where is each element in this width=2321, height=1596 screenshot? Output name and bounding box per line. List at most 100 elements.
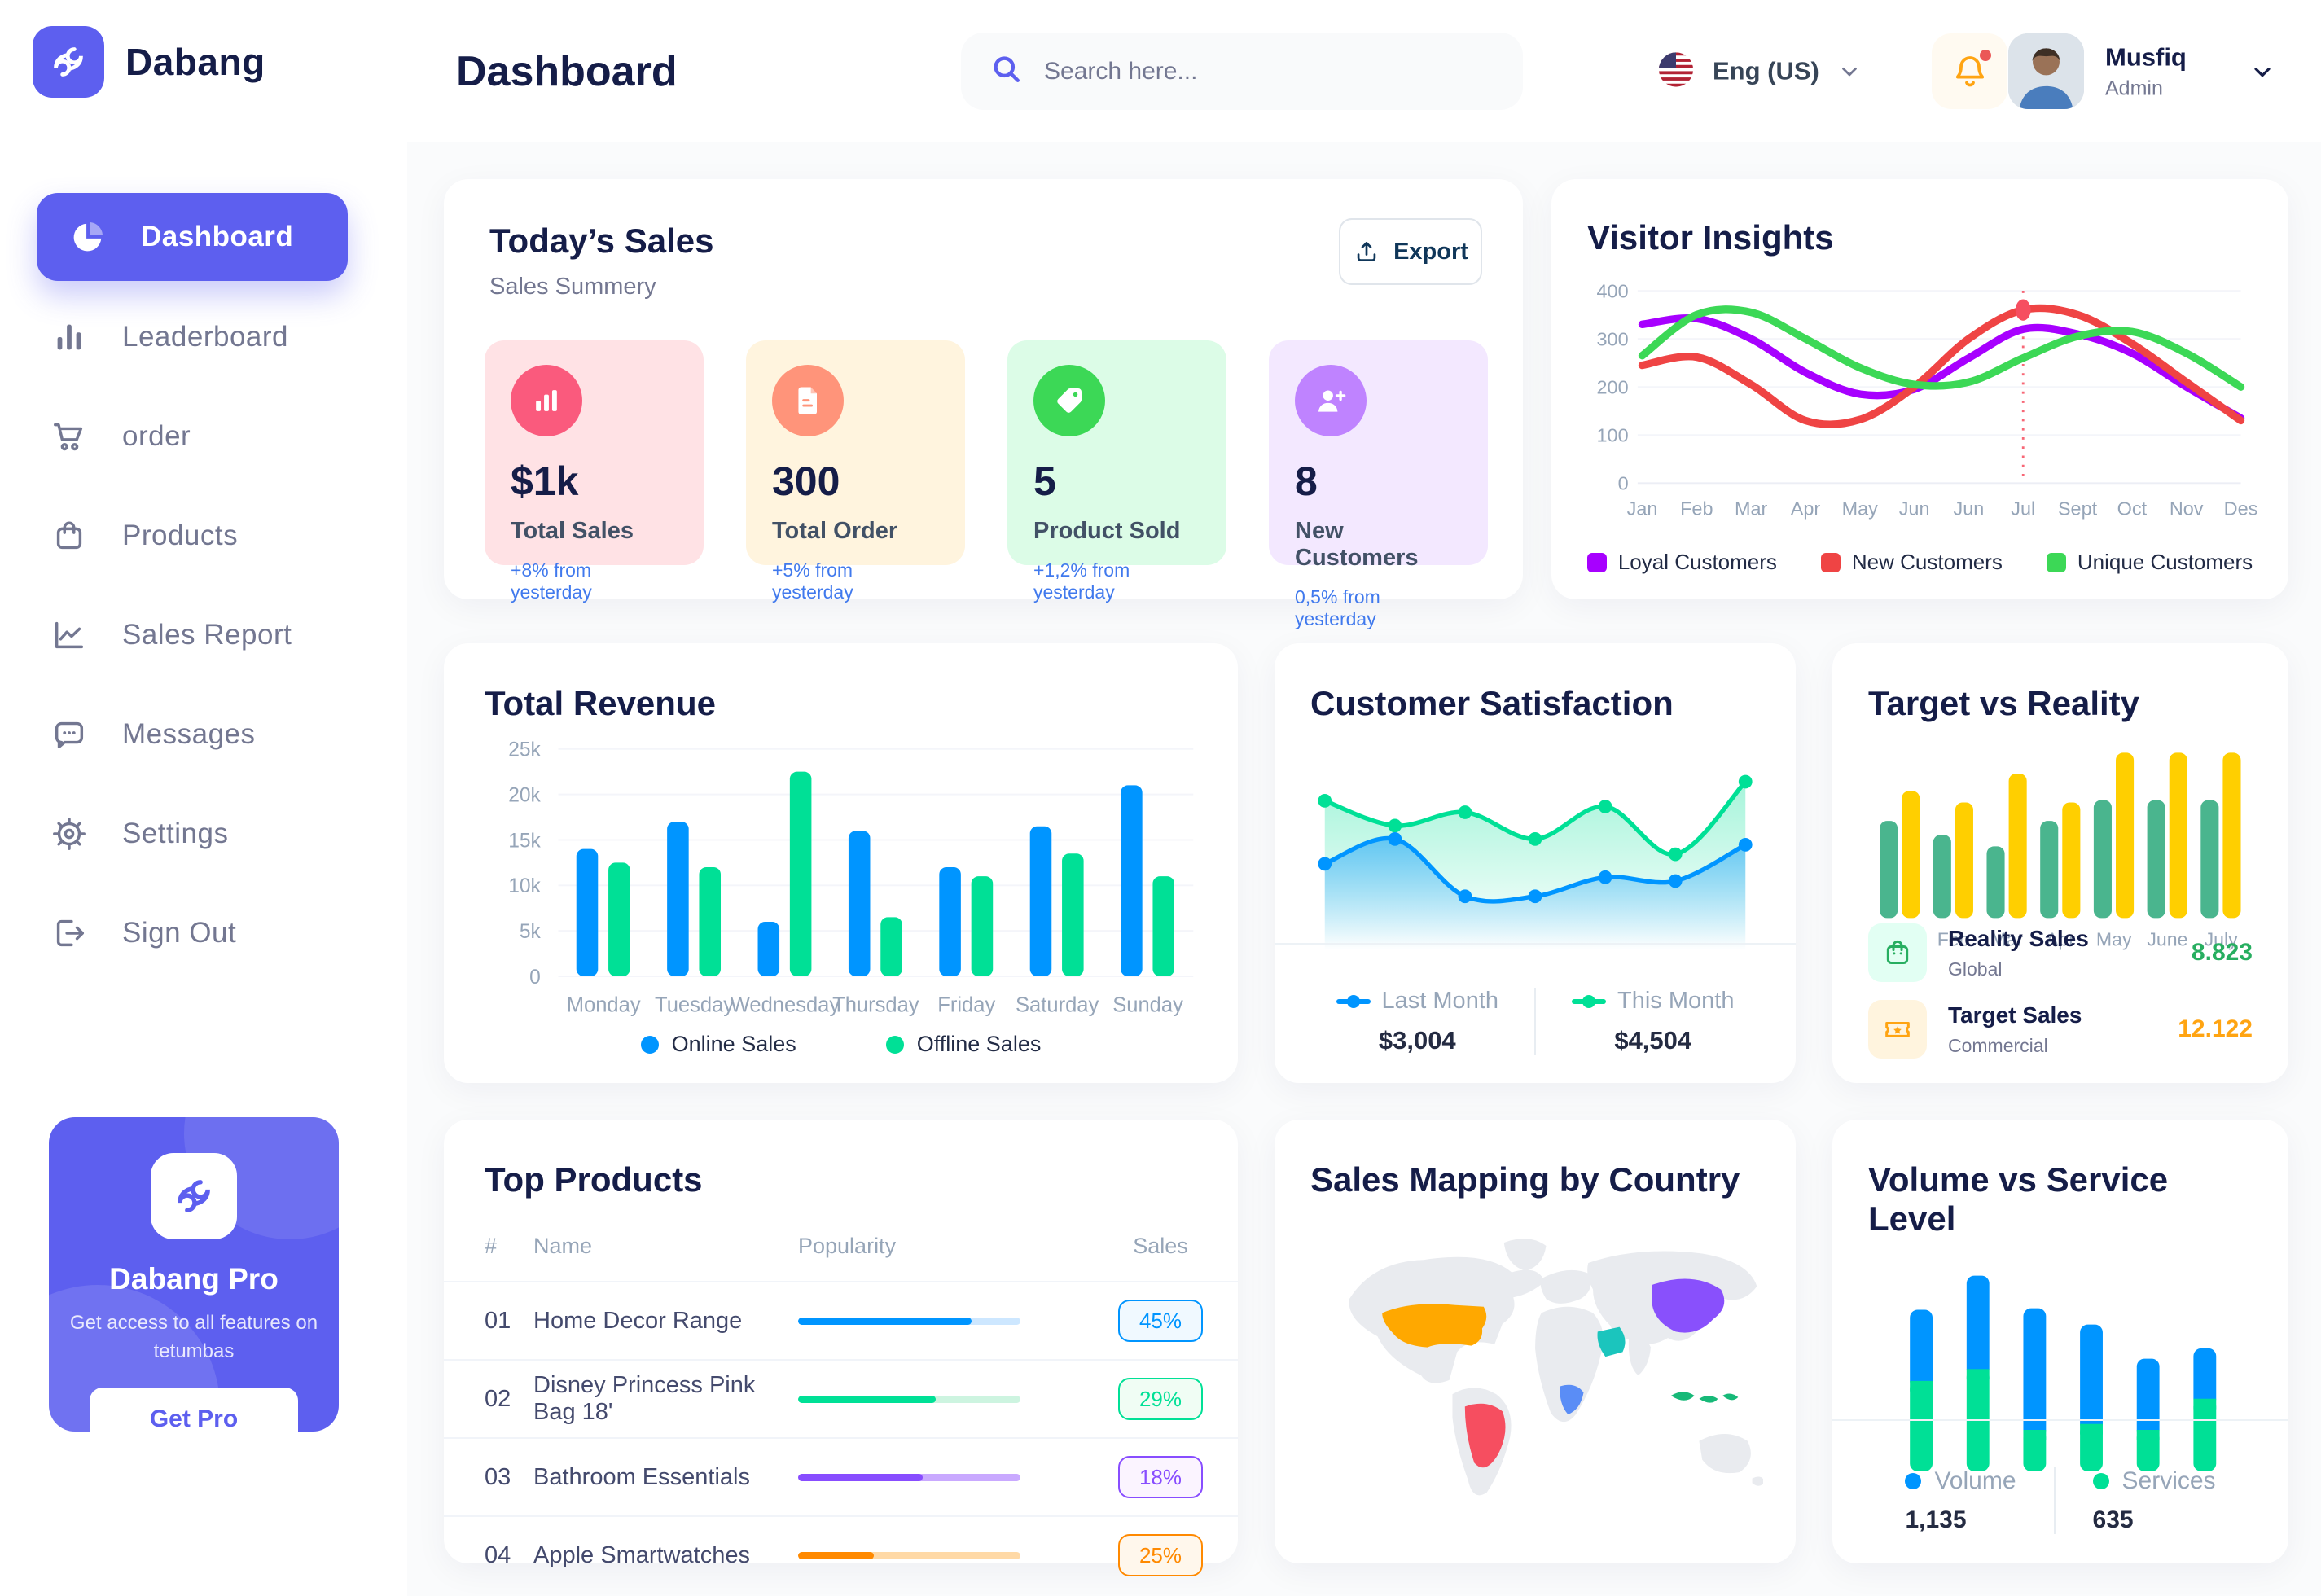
page-title: Dashboard (456, 47, 678, 95)
legend-dot (640, 1035, 659, 1054)
summary-label: Total Sales (511, 518, 634, 544)
legend-swatch (1820, 552, 1841, 572)
legend-value: $4,504 (1614, 1026, 1692, 1054)
legend-dot (1905, 1473, 1922, 1489)
table-row: 02 Disney Princess Pink Bag 18' 29% (444, 1359, 1238, 1437)
total-revenue-legend: Online Sales Offline Sales (444, 1032, 1238, 1057)
language-label: Eng (US) (1713, 56, 1819, 86)
export-icon (1357, 242, 1376, 261)
user-meta[interactable]: Musfiq Admin (2105, 42, 2187, 100)
target-vs-reality-card: Target vs Reality JanFebMarAprMayJuneJul… (1832, 643, 2288, 1083)
sales-mapping-card: Sales Mapping by Country (1275, 1120, 1796, 1563)
sidebar-item-settings[interactable]: Settings (0, 784, 407, 884)
sidebar-menu: Dashboard Leaderboard order Products Sales R… (0, 142, 407, 983)
svg-text:Sept: Sept (2058, 498, 2098, 520)
svg-text:25k: 25k (508, 739, 541, 761)
popularity-bar (798, 1473, 1020, 1481)
get-pro-button[interactable]: Get Pro (90, 1387, 298, 1432)
svg-text:200: 200 (1597, 377, 1629, 398)
sales-summary-card: $1k Total Sales +8% from yesterday (485, 340, 704, 603)
bag-icon (50, 517, 88, 555)
ticket-icon (1868, 1000, 1927, 1059)
summary-label: Total Order (772, 518, 898, 544)
legend-marker (1336, 998, 1371, 1004)
sidebar-item-label: Leaderboard (122, 321, 288, 353)
summary-value: $1k (511, 458, 579, 504)
svg-text:Jul: Jul (2011, 498, 2035, 520)
visitor-insights-card: Visitor Insights 400 300 200 100 0 Jan Feb Mar A… (1551, 179, 2288, 599)
legend-value: $3,004 (1378, 1026, 1456, 1054)
svg-text:Oct: Oct (2117, 498, 2148, 520)
customer-satisfaction-title: Customer Satisfaction (1310, 684, 1674, 722)
svg-text:Jan: Jan (1627, 498, 1658, 520)
chevron-down-icon (1842, 68, 1857, 77)
sidebar-item-products[interactable]: Products (0, 486, 407, 585)
svg-text:Mar: Mar (1990, 929, 2023, 950)
us-flag-icon (1657, 50, 1695, 92)
legend-value: 12.122 (2178, 1015, 2253, 1042)
sales-badge: 45% (1118, 1300, 1203, 1342)
sidebar-item-messages[interactable]: Messages (0, 685, 407, 784)
svg-text:100: 100 (1597, 425, 1629, 446)
legend-label: This Month (1617, 988, 1735, 1014)
user-plus-icon (1295, 365, 1367, 436)
sidebar-item-order[interactable]: order (0, 387, 407, 486)
search-bar[interactable] (961, 33, 1523, 110)
notification-button[interactable] (1932, 33, 2007, 109)
pro-subtitle: Get access to all features on tetumbas (69, 1312, 318, 1362)
legend-sublabel: Commercial (1948, 1034, 2048, 1056)
search-icon (989, 51, 1024, 91)
visitor-insights-legend: Loyal Customers New Customers Unique Custo… (1551, 550, 2288, 575)
map-country-indonesia (1670, 1392, 1739, 1403)
divider (1275, 943, 1796, 945)
file-icon (772, 365, 844, 436)
target-vs-reality-legend: Reality Sales Global 8.823 Target Sales Comm… (1868, 905, 2253, 1059)
today-sales-card: Today’s Sales Sales Summery Export $1k To… (444, 179, 1523, 629)
legend-label: Last Month (1381, 988, 1499, 1014)
sales-summary-cards: $1k Total Sales +8% from yesterday 300 Total… (485, 340, 1488, 629)
popularity-bar (798, 1395, 1020, 1403)
sales-summary-card: 300 Total Order +5% from yesterday (746, 340, 965, 603)
sidebar-item-label: Dashboard (141, 221, 294, 252)
sidebar-item-leaderboard[interactable]: Leaderboard (0, 287, 407, 387)
search-input[interactable] (1044, 57, 1495, 86)
legend-swatch (1586, 552, 1607, 572)
top-products-rows: 01 Home Decor Range 45% 02 Disney Princess P… (444, 1281, 1238, 1594)
svg-text:June: June (2147, 929, 2187, 950)
volume-service-legend: Volume 1,135 Services 635 (1832, 1467, 2288, 1534)
legend-item: Offline Sales (885, 1032, 1041, 1057)
svg-text:Friday: Friday (937, 993, 995, 1016)
user-chevron-down-icon (2254, 68, 2271, 77)
export-button[interactable]: Export (1339, 218, 1482, 285)
chart-icon (511, 365, 582, 436)
sidebar: Dashboard Leaderboard order Products Sales R… (0, 142, 407, 1596)
avatar[interactable] (2008, 33, 2084, 109)
svg-text:Wednesday: Wednesday (731, 993, 840, 1016)
sidebar-item-sign-out[interactable]: Sign Out (0, 884, 407, 983)
top-products-card: Top Products # Name Popularity Sales 01 Home… (444, 1120, 1238, 1576)
svg-text:0: 0 (529, 967, 541, 989)
sidebar-item-label: Sales Report (122, 619, 292, 651)
customer-satisfaction-chart (1318, 774, 1753, 950)
cart-icon (50, 418, 88, 455)
legend-item: Last Month $3,004 (1301, 988, 1534, 1055)
summary-delta: +5% from yesterday (772, 559, 853, 603)
svg-text:Tuesday: Tuesday (655, 993, 734, 1016)
sidebar-item-dashboard[interactable]: Dashboard (37, 193, 348, 281)
svg-text:May: May (2096, 929, 2132, 950)
tag-icon (1033, 365, 1105, 436)
legend-item: Loyal Customers (1586, 550, 1777, 575)
brand-logo-icon (33, 26, 104, 98)
sidebar-item-sales-report[interactable]: Sales Report (0, 585, 407, 685)
language-selector[interactable]: Eng (US) (1657, 50, 1862, 92)
svg-text:Saturday: Saturday (1016, 993, 1099, 1016)
bell-icon (1955, 55, 1984, 86)
pro-promo-card: Dabang Pro Get access to all features on… (49, 1117, 339, 1432)
sales-badge: 29% (1118, 1378, 1203, 1420)
map-country-united-states (1382, 1304, 1487, 1348)
svg-text:Mar: Mar (1735, 498, 1768, 520)
svg-text:Sunday: Sunday (1112, 993, 1183, 1016)
sales-mapping-title: Sales Mapping by Country (1310, 1160, 1740, 1199)
legend-item: New Customers (1820, 550, 2003, 575)
legend-value: 1,135 (1905, 1506, 1967, 1533)
